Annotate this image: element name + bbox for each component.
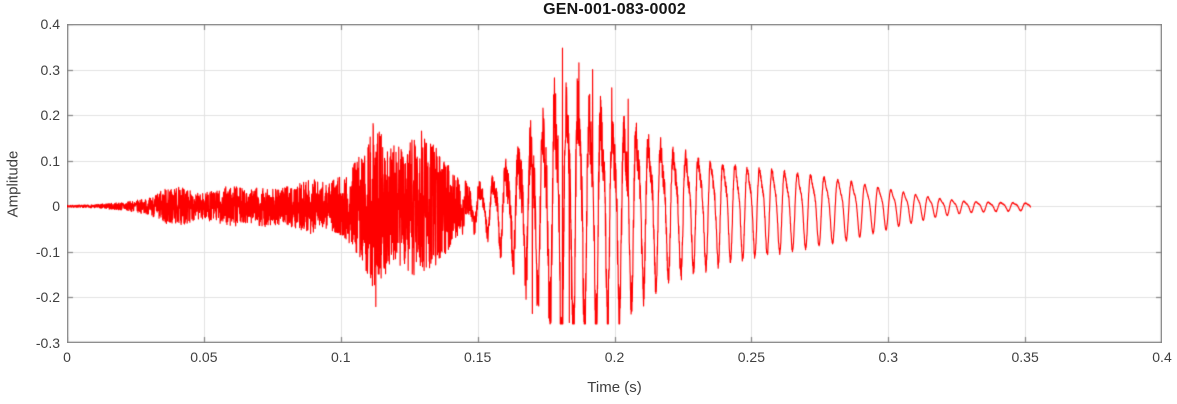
y-tick-label: -0.3 bbox=[35, 335, 60, 351]
x-tick-label: 0.05 bbox=[190, 349, 218, 365]
y-tick-label: 0.3 bbox=[40, 61, 60, 78]
x-tick-label: 0.35 bbox=[1011, 349, 1039, 365]
y-tick-label: 0.2 bbox=[40, 107, 60, 124]
x-tick-label: 0.1 bbox=[331, 349, 351, 365]
y-tick-label: 0 bbox=[52, 198, 60, 215]
y-tick-label: 0.1 bbox=[40, 152, 60, 169]
plot-area bbox=[67, 24, 1162, 343]
waveform-canvas bbox=[67, 24, 1162, 343]
x-tick-label: 0.3 bbox=[878, 349, 898, 365]
y-tick-label: -0.1 bbox=[35, 243, 60, 260]
chart-title: GEN-001-083-0002 bbox=[543, 1, 686, 18]
x-tick-label: 0.2 bbox=[604, 349, 625, 365]
x-axis-label: Time (s) bbox=[587, 379, 642, 396]
x-tick-label: 0.25 bbox=[737, 349, 765, 365]
x-tick-label: 0.4 bbox=[1152, 349, 1172, 365]
y-tick-label: 0.4 bbox=[40, 16, 60, 32]
x-tick-label: 0 bbox=[63, 349, 71, 365]
x-tick-label: 0.15 bbox=[464, 349, 492, 365]
y-tick-label: -0.2 bbox=[35, 289, 60, 306]
